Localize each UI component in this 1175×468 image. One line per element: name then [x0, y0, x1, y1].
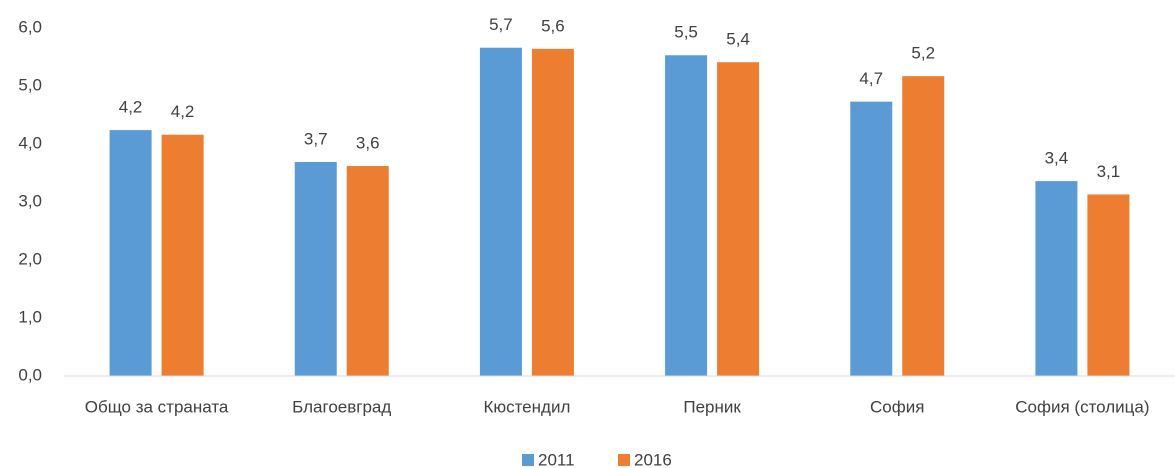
legend-label: 2011 — [538, 450, 575, 468]
y-tick-label: 5,0 — [18, 75, 42, 94]
data-label: 5,7 — [489, 15, 513, 34]
bar — [665, 55, 708, 376]
y-tick-label: 2,0 — [18, 249, 42, 268]
bar — [850, 101, 893, 376]
data-label: 4,7 — [859, 69, 883, 88]
bar — [1035, 181, 1078, 376]
x-tick-label: Перник — [683, 397, 741, 416]
data-label: 3,4 — [1045, 149, 1069, 168]
bar — [902, 76, 945, 376]
legend-label: 2016 — [634, 450, 672, 468]
bar — [294, 161, 337, 376]
legend-swatch — [618, 454, 630, 466]
legend-swatch — [522, 454, 534, 466]
data-label: 4,2 — [171, 102, 195, 121]
data-label: 3,6 — [356, 134, 380, 153]
data-label: 5,5 — [674, 23, 698, 42]
x-tick-label: София — [870, 397, 924, 416]
y-tick-label: 4,0 — [18, 133, 42, 152]
data-label: 4,2 — [119, 98, 143, 117]
bar — [346, 166, 389, 376]
data-label: 5,2 — [911, 44, 935, 63]
bar — [717, 62, 760, 376]
bar — [161, 134, 204, 376]
data-label: 3,1 — [1097, 162, 1121, 181]
x-tick-label: Благоевград — [292, 397, 391, 416]
data-label: 5,6 — [541, 16, 565, 35]
x-tick-label: Кюстендил — [483, 397, 570, 416]
x-tick-label: Общо за страната — [85, 397, 229, 416]
y-tick-label: 1,0 — [18, 307, 42, 326]
y-tick-label: 3,0 — [18, 191, 42, 210]
data-label: 3,7 — [304, 129, 328, 148]
data-label: 5,4 — [726, 30, 750, 49]
bar — [531, 48, 574, 376]
bar — [109, 130, 152, 376]
x-tick-label: София (столица) — [1015, 397, 1149, 416]
bar — [479, 47, 522, 376]
y-tick-label: 6,0 — [18, 17, 42, 36]
bar — [1087, 194, 1130, 376]
y-tick-label: 0,0 — [18, 365, 42, 384]
